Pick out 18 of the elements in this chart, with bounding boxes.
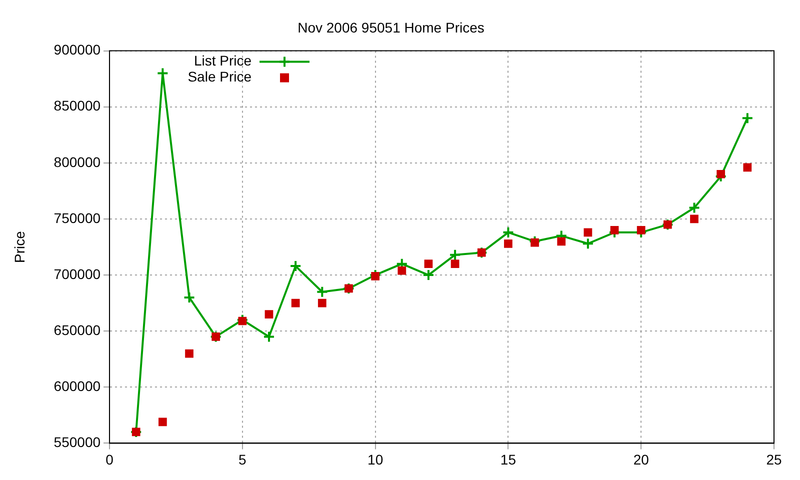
y-axis-title: Price (11, 230, 28, 263)
y-tick-label: 800000 (54, 154, 101, 170)
y-tick-label: 700000 (54, 266, 101, 282)
x-tick-label: 10 (368, 451, 384, 468)
x-tick-label: 20 (633, 451, 650, 468)
y-tick-label: 850000 (54, 98, 101, 114)
x-tick-label: 5 (238, 451, 247, 468)
y-tick-label: 900000 (54, 42, 101, 58)
x-tick-label: 0 (106, 451, 114, 468)
y-tick-label: 750000 (54, 210, 101, 226)
legend-label: Sale Price (188, 68, 252, 85)
x-tick-label: 15 (500, 451, 516, 468)
legend-label: List Price (194, 52, 252, 69)
chart-title: Nov 2006 95051 Home Prices (298, 19, 484, 36)
y-tick-label: 550000 (54, 434, 101, 450)
x-tick-label: 25 (766, 451, 782, 468)
y-tick-label: 600000 (54, 378, 101, 394)
y-tick-label: 650000 (54, 322, 101, 338)
